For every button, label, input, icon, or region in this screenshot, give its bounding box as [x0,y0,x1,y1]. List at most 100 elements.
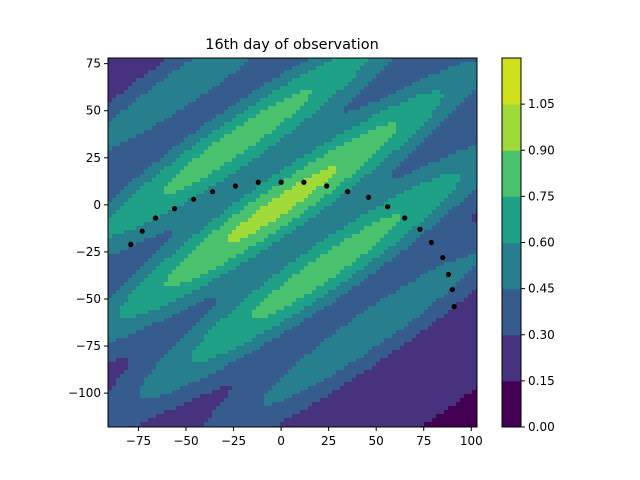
contour-cell [236,198,241,203]
contour-cell [224,322,229,327]
contour-cell [196,138,201,143]
contour-cell [300,306,305,311]
contour-cell [216,346,221,351]
contour-cell [116,90,121,95]
contour-cell [204,322,209,327]
contour-cell [188,230,193,235]
contour-cell [160,82,165,87]
contour-cell [304,282,309,287]
contour-cell [292,150,297,155]
contour-cell [116,158,121,163]
contour-cell [132,198,137,203]
contour-cell [224,114,229,119]
contour-cell [268,190,273,195]
contour-cell [128,186,133,191]
contour-cell [164,338,169,343]
contour-cell [144,218,149,223]
contour-cell [168,394,173,399]
contour-cell [124,230,129,235]
contour-cell [136,298,141,303]
contour-cell [188,290,193,295]
contour-cell [280,110,285,115]
contour-cell [172,422,177,427]
contour-cell [152,190,157,195]
contour-cell [188,114,193,119]
contour-cell [272,234,277,239]
contour-cell [252,306,257,311]
contour-cell [188,342,193,347]
contour-cell [112,238,117,243]
contour-cell [268,102,273,107]
contour-cell [172,350,177,355]
contour-cell [208,358,213,363]
contour-cell [184,254,189,259]
contour-cell [224,398,229,403]
contour-cell [248,202,253,207]
contour-cell [272,102,277,107]
contour-cell [172,370,177,375]
contour-cell [276,318,281,323]
contour-cell [144,250,149,255]
contour-cell [156,134,161,139]
contour-cell [168,110,173,115]
contour-cell [288,318,293,323]
contour-cell [196,334,201,339]
contour-cell [240,258,245,263]
contour-cell [168,418,173,423]
contour-cell [236,322,241,327]
contour-cell [288,118,293,123]
contour-cell [196,122,201,127]
contour-cell [256,70,261,75]
contour-cell [120,150,125,155]
contour-cell [272,158,277,163]
contour-cell [208,286,213,291]
contour-cell [292,242,297,247]
contour-cell [288,194,293,199]
contour-cell [252,398,257,403]
contour-cell [152,354,157,359]
contour-cell [280,266,285,271]
contour-cell [216,150,221,155]
contour-cell [312,370,317,375]
contour-cell [276,374,281,379]
contour-cell [300,186,305,191]
contour-cell [196,398,201,403]
contour-cell [316,354,321,359]
contour-cell [244,330,249,335]
contour-cell [276,82,281,87]
contour-cell [308,78,313,83]
contour-cell [212,414,217,419]
contour-cell [252,222,257,227]
contour-cell [128,378,133,383]
contour-cell [308,330,313,335]
contour-cell [264,182,269,187]
contour-cell [212,154,217,159]
contour-cell [248,238,253,243]
contour-cell [280,358,285,363]
contour-cell [288,90,293,95]
contour-cell [316,178,321,183]
contour-cell [228,102,233,107]
contour-cell [300,146,305,151]
contour-cell [212,94,217,99]
contour-cell [188,146,193,151]
contour-cell [188,406,193,411]
contour-cell [228,238,233,243]
contour-cell [160,382,165,387]
contour-cell [276,170,281,175]
contour-cell [232,62,237,67]
contour-cell [108,366,113,371]
contour-cell [280,86,285,91]
contour-cell [308,162,313,167]
contour-cell [116,290,121,295]
contour-cell [300,258,305,263]
contour-cell [248,318,253,323]
contour-cell [148,146,153,151]
contour-cell [144,238,149,243]
contour-cell [276,194,281,199]
contour-cell [236,150,241,155]
contour-cell [168,170,173,175]
contour-cell [188,378,193,383]
contour-cell [240,142,245,147]
contour-cell [252,86,257,91]
